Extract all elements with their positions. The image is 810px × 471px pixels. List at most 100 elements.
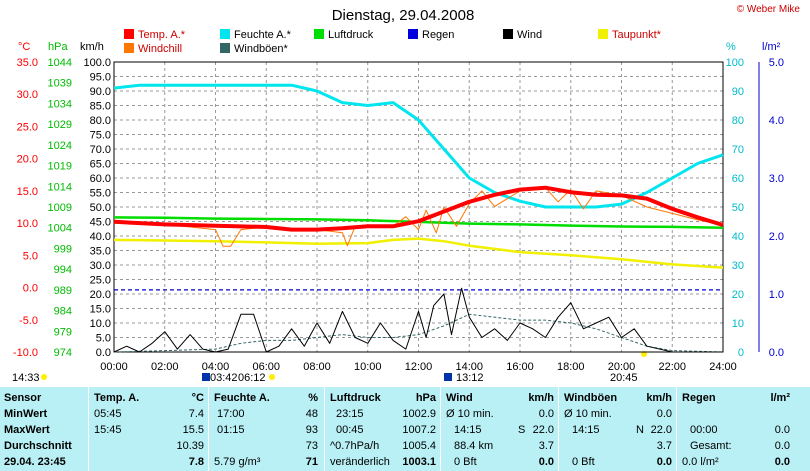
x-tick: 16:00 xyxy=(506,361,534,373)
legend-swatch xyxy=(220,43,230,53)
x-tick: 00:00 xyxy=(100,361,128,373)
pct-tick: 60 xyxy=(732,173,744,185)
legend-label: Feuchte A.* xyxy=(234,29,292,41)
kmh-tick: 15.0 xyxy=(90,304,111,316)
rain-column: Regen l/m² 00:00 0.0 Gesamt: 0.0 0.0 l/m… xyxy=(682,387,790,471)
x-tick: 18:00 xyxy=(557,361,585,373)
hpa-tick: 974 xyxy=(54,347,72,359)
humidity-header: Feuchte A. xyxy=(214,392,270,404)
legend-swatch xyxy=(220,29,230,39)
temp-tick: 5.0 xyxy=(23,250,38,262)
legend-swatch xyxy=(124,43,134,53)
wind-avg-value: 0.0 xyxy=(538,408,554,420)
temp-tick: 20.0 xyxy=(17,154,38,166)
rain-tick: 0.0 xyxy=(769,347,784,359)
kmh-tick: 75.0 xyxy=(90,130,111,142)
stats-table: Sensor MinWert MaxWert Durchschnitt 29.0… xyxy=(0,387,810,471)
kmh-tick: 90.0 xyxy=(90,86,111,98)
wind-max-time: 14:15 xyxy=(454,424,482,436)
gust-max-value: 22.0 xyxy=(650,424,672,436)
x-tick: 10:00 xyxy=(354,361,382,373)
humidity-avg-value: 73 xyxy=(305,440,318,452)
kmh-tick: 65.0 xyxy=(90,159,111,171)
series-feuchtea xyxy=(113,83,724,209)
kmh-tick: 40.0 xyxy=(90,231,111,243)
kmh-tick: 80.0 xyxy=(90,115,111,127)
sun-icon xyxy=(269,374,275,380)
hpa-tick: 1019 xyxy=(48,161,72,173)
kmh-tick: 70.0 xyxy=(90,144,111,156)
chart-title: Dienstag, 29.04.2008 xyxy=(332,7,475,24)
temp-min-value: 7.4 xyxy=(188,408,204,420)
pct-tick: 10 xyxy=(732,318,744,330)
pct-tick: 30 xyxy=(732,260,744,272)
legend-swatch xyxy=(314,29,324,39)
series-taupunkt xyxy=(113,237,724,269)
sun-marker-label: 20:45 xyxy=(610,372,638,384)
gust-header: Windböen xyxy=(564,392,618,404)
legend-label: Luftdruck xyxy=(328,29,374,41)
legend-label: Regen xyxy=(422,29,454,41)
hpa-tick: 994 xyxy=(54,264,72,276)
hpa-tick: 1024 xyxy=(48,140,72,152)
pct-tick: 50 xyxy=(732,202,744,214)
pressure-max-value: 1007.2 xyxy=(402,424,436,436)
wind-header: Wind xyxy=(446,392,473,404)
kmh-tick: 30.0 xyxy=(90,260,111,272)
rain-header: Regen xyxy=(682,392,716,404)
series-tempa xyxy=(113,185,724,232)
moon-icon xyxy=(444,373,452,381)
hpa-tick: 1034 xyxy=(48,98,72,110)
legend-swatch xyxy=(503,29,513,39)
wind-bft: 0 Bft xyxy=(454,456,477,468)
grid xyxy=(113,61,724,353)
kmh-tick: 35.0 xyxy=(90,246,111,258)
hpa-tick: 999 xyxy=(54,243,72,255)
rain-tick: 2.0 xyxy=(769,231,784,243)
gust-unit: km/h xyxy=(646,392,672,404)
temp-min-time: 05:45 xyxy=(94,408,122,420)
rain-current-value: 0.0 xyxy=(774,456,790,468)
row-label-avg: Durchschnitt xyxy=(4,440,72,452)
sun-marker-label: 03:42 xyxy=(210,372,238,384)
gust-current-value: 0.0 xyxy=(656,456,672,468)
pressure-min-value: 1002.9 xyxy=(402,408,436,420)
gust-mean-value: 3.7 xyxy=(656,440,672,452)
legend-swatch xyxy=(598,29,608,39)
pct-tick: 90 xyxy=(732,86,744,98)
pressure-avg-value: 1005.4 xyxy=(402,440,436,452)
hpa-tick: 1029 xyxy=(48,119,72,131)
series-layer xyxy=(113,83,724,353)
humidity-column: Feuchte A. % 17:00 48 01:15 93 73 5.79 g… xyxy=(214,387,318,471)
gust-max-time: 14:15 xyxy=(572,424,600,436)
row-label-current: 29.04. 23:45 xyxy=(4,456,66,468)
weather-chart: Dienstag, 29.04.2008 Temp. A.* Feuchte A.… xyxy=(12,7,784,384)
legend-label: Taupunkt* xyxy=(612,29,662,41)
rain-max-value: 0.0 xyxy=(774,424,790,436)
legend: Temp. A.* Feuchte A.* Luftdruck Regen Wind Ta… xyxy=(124,29,662,55)
pressure-trend: ^0.7hPa/h xyxy=(330,440,380,452)
row-label-max: MaxWert xyxy=(4,424,50,436)
x-tick: 08:00 xyxy=(303,361,331,373)
temp-header: Temp. A. xyxy=(94,392,140,404)
gust-avg-label: Ø 10 min. xyxy=(564,408,612,420)
gust-column: Windböen km/h Ø 10 min. 0.0 14:15 N 22.0… xyxy=(564,387,672,471)
pct-unit-label: % xyxy=(726,41,736,53)
x-tick: 12:00 xyxy=(405,361,433,373)
sensor-header: Sensor xyxy=(4,392,42,404)
kmh-tick: 45.0 xyxy=(90,217,111,229)
temp-tick: 10.0 xyxy=(17,218,38,230)
humidity-unit: % xyxy=(308,392,318,404)
kmh-tick: 85.0 xyxy=(90,101,111,113)
x-tick: 06:00 xyxy=(252,361,280,373)
row-label-min: MinWert xyxy=(4,408,48,420)
legend-label: Windchill xyxy=(138,43,182,55)
kmh-unit-label: km/h xyxy=(80,41,104,53)
gust-max-direction: N xyxy=(636,424,644,436)
pressure-current-value: 1003.1 xyxy=(402,456,436,468)
hpa-tick: 1004 xyxy=(48,223,72,235)
pressure-max-time: 00:45 xyxy=(336,424,364,436)
wind-current-value: 0.0 xyxy=(538,456,554,468)
plot-frame xyxy=(113,61,724,353)
legend-label: Wind xyxy=(517,29,542,41)
